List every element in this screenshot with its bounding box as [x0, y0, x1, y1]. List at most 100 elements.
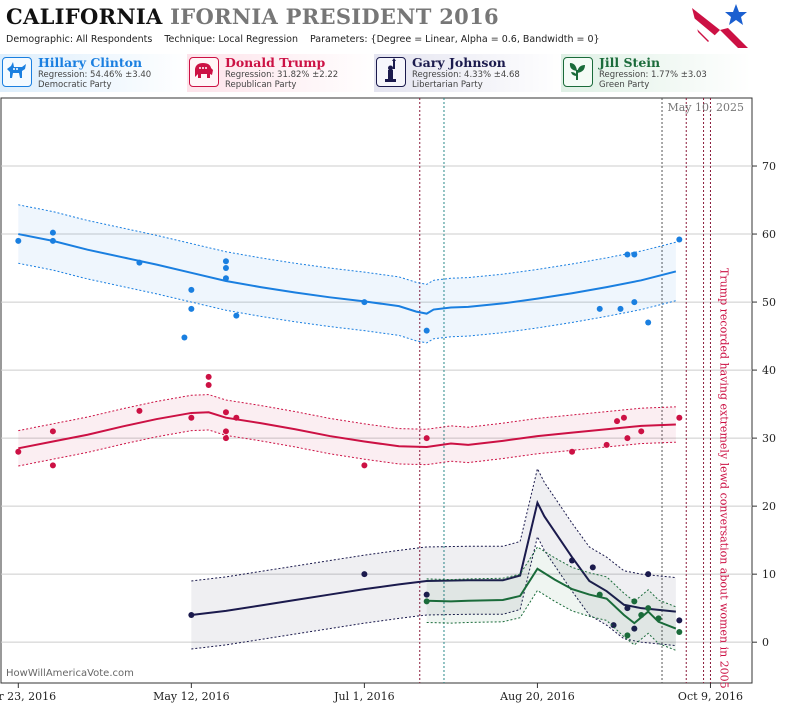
poll-point — [205, 382, 212, 389]
event-annotation: Trump recorded having extremely lewd con… — [717, 268, 730, 689]
parameters-line: Demographic: All Respondents Technique: Loc… — [6, 34, 600, 45]
poll-point — [624, 605, 631, 612]
poll-point — [361, 571, 368, 578]
poll-point — [569, 448, 576, 455]
candidate-name: Gary Johnson — [412, 55, 506, 70]
poll-point — [423, 327, 430, 334]
poll-point — [49, 237, 56, 244]
poll-point — [15, 448, 22, 455]
x-tick-label: Aug 20, 2016 — [499, 690, 575, 703]
donkey-icon — [2, 57, 32, 87]
title-state: CALIFORNIA — [6, 4, 163, 29]
poll-point — [423, 591, 430, 598]
poll-point — [624, 251, 631, 258]
band-upper — [18, 204, 676, 285]
band-upper — [426, 546, 677, 608]
poll-point — [423, 435, 430, 442]
candidate-regression: Regression: 31.82% ±2.22 — [225, 70, 339, 80]
confidence-band — [18, 204, 676, 343]
poll-point — [638, 428, 645, 435]
demographic-value: All Respondents — [76, 34, 153, 45]
legend-item-trump: Donald Trump Regression: 31.82% ±2.22 Re… — [187, 54, 377, 92]
candidate-name: Hillary Clinton — [38, 55, 143, 70]
poll-point — [676, 414, 683, 421]
x-tick-label: Mar 23, 2016 — [0, 690, 56, 703]
site-logo-icon — [692, 4, 748, 48]
poll-point — [631, 598, 638, 605]
y-tick-label: 50 — [762, 296, 776, 309]
poll-point — [222, 428, 229, 435]
legend-item-clinton: Hillary Clinton Regression: 54.46% ±3.40… — [0, 54, 190, 92]
current-date-label: May 10, 2025 — [667, 101, 744, 114]
poll-point — [655, 615, 662, 622]
poll-point — [620, 414, 627, 421]
poll-point — [233, 312, 240, 319]
poll-point — [638, 611, 645, 618]
poll-point — [222, 409, 229, 416]
band-lower — [426, 589, 677, 651]
poll-point — [361, 462, 368, 469]
liberty-icon — [376, 57, 406, 87]
poll-point — [624, 632, 631, 639]
candidate-legend: Hillary Clinton Regression: 54.46% ±3.40… — [0, 54, 789, 94]
candidate-name: Jill Stein — [599, 55, 661, 70]
poll-point — [631, 625, 638, 632]
poll-point — [610, 622, 617, 629]
y-tick-label: 10 — [762, 568, 776, 581]
plot-area — [0, 97, 753, 684]
y-tick-label: 0 — [762, 636, 769, 649]
confidence-band — [18, 394, 676, 467]
trend-line — [191, 499, 676, 616]
poll-point — [205, 373, 212, 380]
y-tick-label: 40 — [762, 364, 776, 377]
poll-point — [676, 236, 683, 243]
watermark: HowWillAmericaVote.com — [6, 668, 134, 679]
poll-point — [49, 462, 56, 469]
technique-value: Local Regression — [218, 34, 298, 45]
poll-point — [617, 305, 624, 312]
poll-point — [596, 305, 603, 312]
poll-point — [645, 605, 652, 612]
candidate-regression: Regression: 54.46% ±3.40 — [38, 70, 152, 80]
candidate-party: Libertarian Party — [412, 80, 483, 90]
poll-point — [222, 265, 229, 272]
poll-point — [596, 591, 603, 598]
poll-point — [15, 237, 22, 244]
poll-point — [188, 305, 195, 312]
band-upper — [191, 467, 676, 582]
band-upper — [18, 394, 676, 432]
poll-point — [589, 564, 596, 571]
poll-point — [676, 628, 683, 635]
leaf-icon — [563, 57, 593, 87]
x-tick-label: Jul 1, 2016 — [333, 690, 395, 703]
legend-item-stein: Jill Stein Regression: 1.77% ±3.03 Green… — [561, 54, 751, 92]
poll-point — [136, 407, 143, 414]
poll-point — [631, 299, 638, 306]
poll-point — [49, 229, 56, 236]
poll-point — [188, 414, 195, 421]
elephant-icon — [189, 57, 219, 87]
confidence-band — [191, 468, 676, 649]
candidate-regression: Regression: 1.77% ±3.03 — [599, 70, 707, 80]
poll-point — [645, 571, 652, 578]
poll-point — [614, 418, 621, 425]
candidate-regression: Regression: 4.33% ±4.68 — [412, 70, 520, 80]
poll-point — [361, 299, 368, 306]
x-tick-label: Oct 9, 2016 — [678, 690, 743, 703]
poll-point — [222, 275, 229, 282]
band-lower — [18, 262, 676, 344]
poll-point — [569, 557, 576, 564]
poll-point — [676, 617, 683, 624]
poll-point — [624, 435, 631, 442]
trend-line — [18, 233, 677, 315]
y-tick-label: 30 — [762, 432, 776, 445]
page-title: CALIFORNIA IFORNIA PRESIDENT 2016 — [6, 4, 499, 29]
y-tick-label: 70 — [762, 160, 776, 173]
y-tick-label: 20 — [762, 500, 776, 513]
candidate-party: Democratic Party — [38, 80, 112, 90]
poll-point — [188, 286, 195, 293]
x-tick-label: May 12, 2016 — [153, 690, 230, 703]
title-race: IFORNIA PRESIDENT 2016 — [162, 4, 499, 29]
band-lower — [18, 429, 676, 467]
